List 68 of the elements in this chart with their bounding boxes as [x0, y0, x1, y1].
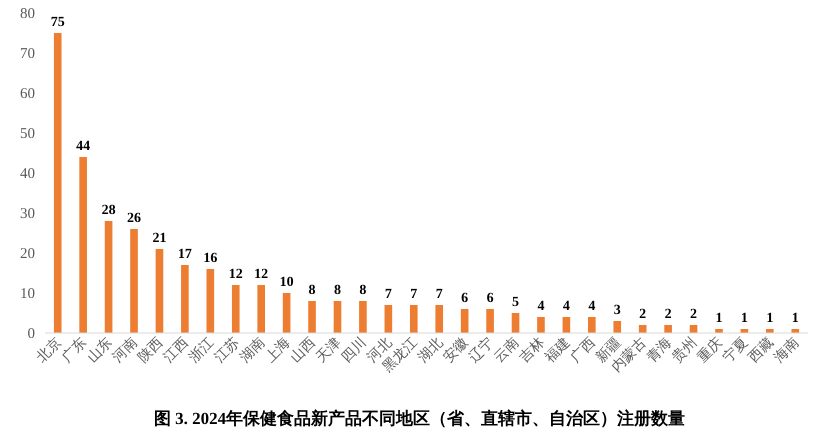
- bar: [588, 317, 596, 333]
- data-label: 16: [203, 251, 218, 266]
- data-label: 1: [766, 311, 774, 326]
- bar: [410, 305, 418, 333]
- bar: [384, 305, 392, 333]
- y-tick-label: 20: [20, 246, 35, 262]
- bar: [638, 325, 646, 333]
- data-label: 1: [792, 311, 799, 326]
- data-label: 12: [254, 267, 268, 282]
- bar: [435, 305, 444, 333]
- data-label: 7: [410, 287, 418, 302]
- data-label: 5: [512, 295, 520, 310]
- data-label: 44: [76, 139, 90, 154]
- y-tick-label: 30: [20, 206, 35, 222]
- bar: [613, 321, 622, 333]
- y-tick-label: 10: [20, 286, 35, 302]
- bar: [79, 157, 87, 333]
- bar: [334, 301, 342, 333]
- y-tick-label: 60: [20, 86, 35, 102]
- bar: [232, 285, 240, 333]
- data-label: 1: [740, 311, 748, 326]
- data-label: 28: [102, 203, 116, 218]
- data-label: 4: [562, 299, 570, 314]
- data-label: 2: [690, 307, 698, 322]
- bar: [308, 301, 316, 333]
- data-label: 4: [537, 299, 544, 314]
- bar: [181, 265, 189, 333]
- data-label: 12: [228, 267, 243, 282]
- bar: [282, 293, 290, 333]
- bar: [715, 329, 723, 333]
- y-tick-label: 50: [20, 126, 35, 142]
- text: 图 3. 2024年保健食品新产品不同地区（省、直辖市、自治区）注册数量: [154, 409, 686, 428]
- data-label: 7: [384, 287, 392, 302]
- data-label: 7: [436, 287, 443, 302]
- data-label: 26: [127, 211, 142, 226]
- data-label: 1: [715, 311, 722, 326]
- data-label: 75: [50, 15, 65, 30]
- y-tick-label: 40: [20, 166, 35, 182]
- y-tick-label: 80: [20, 6, 35, 22]
- bar: [104, 221, 112, 333]
- data-label: 6: [486, 291, 494, 306]
- x-tick-label: 湖南: [236, 334, 268, 366]
- data-label: 8: [334, 283, 341, 298]
- bar: [460, 309, 468, 333]
- data-label: 4: [588, 299, 596, 314]
- bar: [206, 269, 214, 333]
- bar: [512, 313, 520, 333]
- bar: [54, 33, 62, 333]
- bar: [130, 229, 138, 333]
- data-label: 2: [664, 307, 672, 322]
- data-label: 21: [152, 231, 166, 246]
- data-label: 8: [308, 283, 316, 298]
- bar: [156, 249, 164, 333]
- bar: [257, 285, 265, 333]
- y-tick-label: 0: [28, 326, 35, 342]
- bar: [537, 317, 545, 333]
- data-label: 17: [178, 247, 192, 262]
- bar: [664, 325, 672, 333]
- data-label: 6: [461, 291, 468, 306]
- bar: [562, 317, 570, 333]
- data-label: 10: [280, 275, 294, 290]
- y-tick-label: 70: [20, 46, 35, 62]
- bar: [359, 301, 367, 333]
- bar: [690, 325, 698, 333]
- data-label: 8: [359, 283, 366, 298]
- data-label: 3: [614, 303, 621, 318]
- bar: [486, 309, 494, 333]
- data-label: 2: [639, 307, 646, 322]
